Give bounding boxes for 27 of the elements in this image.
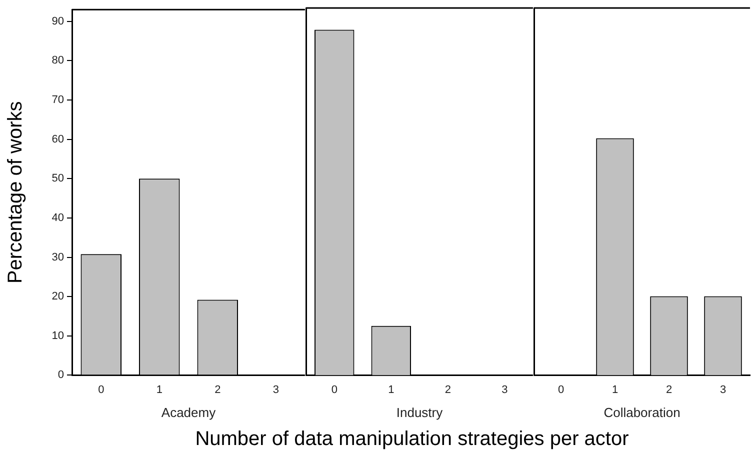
x-tick-label: 1 <box>156 384 162 396</box>
y-tick-label: 70 <box>52 94 64 106</box>
text: Number of data manipulation strategies per actor <box>194 428 630 451</box>
y-tick-label: 20 <box>52 290 64 303</box>
y-axis-title: Percentage of works <box>4 101 27 284</box>
y-tick-label: 30 <box>52 251 64 264</box>
x-axis-title: Academy <box>161 404 216 420</box>
x-tick-label: 3 <box>720 384 726 396</box>
y-tick-label: 50 <box>52 172 64 185</box>
y-tick-label: 60 <box>52 133 64 146</box>
y-tick-label: 80 <box>52 54 64 67</box>
y-tick-label: 90 <box>52 15 64 28</box>
x-axis-title: Industry <box>396 404 444 420</box>
x-tick-label: 2 <box>214 384 221 396</box>
y-tick-label: 0 <box>58 369 64 382</box>
x-tick-label: 0 <box>558 384 564 396</box>
x-tick-label: 0 <box>98 384 104 396</box>
x-tick-label: 0 <box>331 384 338 396</box>
x-tick-label: 2 <box>444 384 451 396</box>
x-tick-label: 1 <box>388 384 394 396</box>
y-tick-label: 40 <box>52 212 64 224</box>
x-tick-label: 1 <box>612 384 618 396</box>
x-tick-label: 2 <box>666 384 672 396</box>
x-tick-label: 3 <box>502 384 508 396</box>
y-tick-label: 10 <box>52 330 64 342</box>
x-tick-label: 3 <box>272 384 279 396</box>
x-axis-title: Collaboration <box>604 404 680 420</box>
